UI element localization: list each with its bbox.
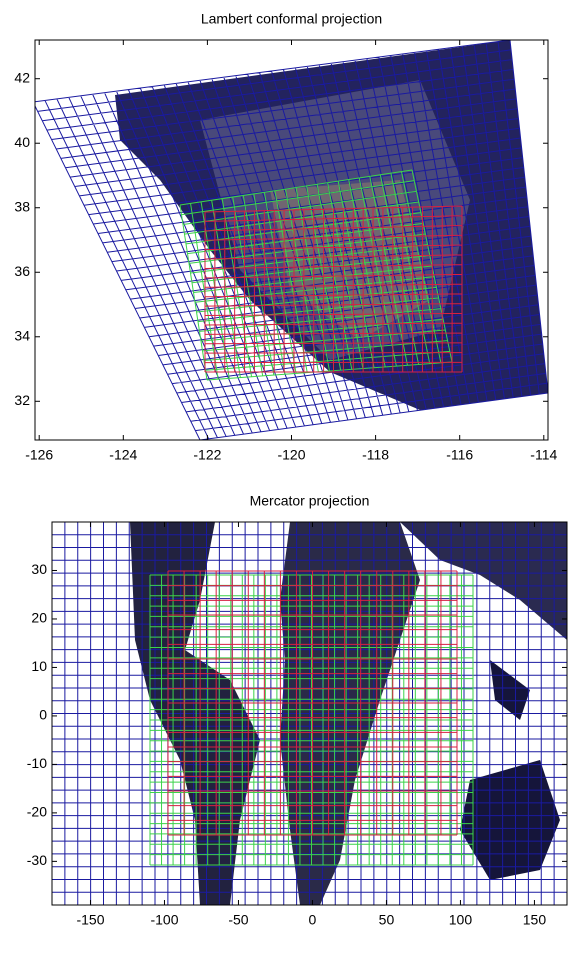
y-tick-label: -20 xyxy=(27,804,47,820)
mesh-group xyxy=(52,522,567,905)
y-tick-label: 34 xyxy=(14,327,30,343)
x-tick-label: -50 xyxy=(228,912,248,928)
y-tick-label: -10 xyxy=(27,755,47,771)
y-tick-label: 30 xyxy=(31,561,47,577)
domain-mesh xyxy=(167,570,458,836)
y-tick-label: 42 xyxy=(14,69,30,85)
domain-mesh xyxy=(149,574,474,866)
x-tick-label: -118 xyxy=(362,447,389,463)
y-tick-label: 38 xyxy=(14,198,30,214)
x-tick-label: -116 xyxy=(446,447,473,463)
land-area xyxy=(400,522,567,640)
x-tick-label: -124 xyxy=(109,447,137,463)
domain-mesh xyxy=(52,522,567,905)
x-tick-label: 50 xyxy=(379,912,395,928)
y-tick-label: 40 xyxy=(14,134,30,150)
axes-frame xyxy=(51,521,568,906)
x-tick-label: -100 xyxy=(150,912,178,928)
y-tick-label: 36 xyxy=(14,263,30,279)
chart-title: Lambert conformal projection xyxy=(201,11,382,27)
chart-title: Mercator projection xyxy=(250,493,370,509)
y-tick-label: 32 xyxy=(14,392,30,408)
x-tick-label: -126 xyxy=(25,447,53,463)
x-tick-label: -150 xyxy=(76,912,104,928)
y-tick-label: 0 xyxy=(39,707,47,723)
domain-mesh xyxy=(204,205,463,373)
y-tick-label: -30 xyxy=(27,852,47,868)
x-tick-label: 150 xyxy=(523,912,547,928)
x-tick-label: -122 xyxy=(193,447,221,463)
y-tick-label: 10 xyxy=(31,658,47,674)
x-tick-label: 100 xyxy=(449,912,473,928)
x-tick-label: -114 xyxy=(530,447,557,463)
mesh-layer xyxy=(35,40,567,905)
x-tick-label: 0 xyxy=(309,912,317,928)
x-tick-label: -120 xyxy=(277,447,305,463)
y-tick-label: 20 xyxy=(31,610,47,626)
mesh-group xyxy=(35,40,548,440)
